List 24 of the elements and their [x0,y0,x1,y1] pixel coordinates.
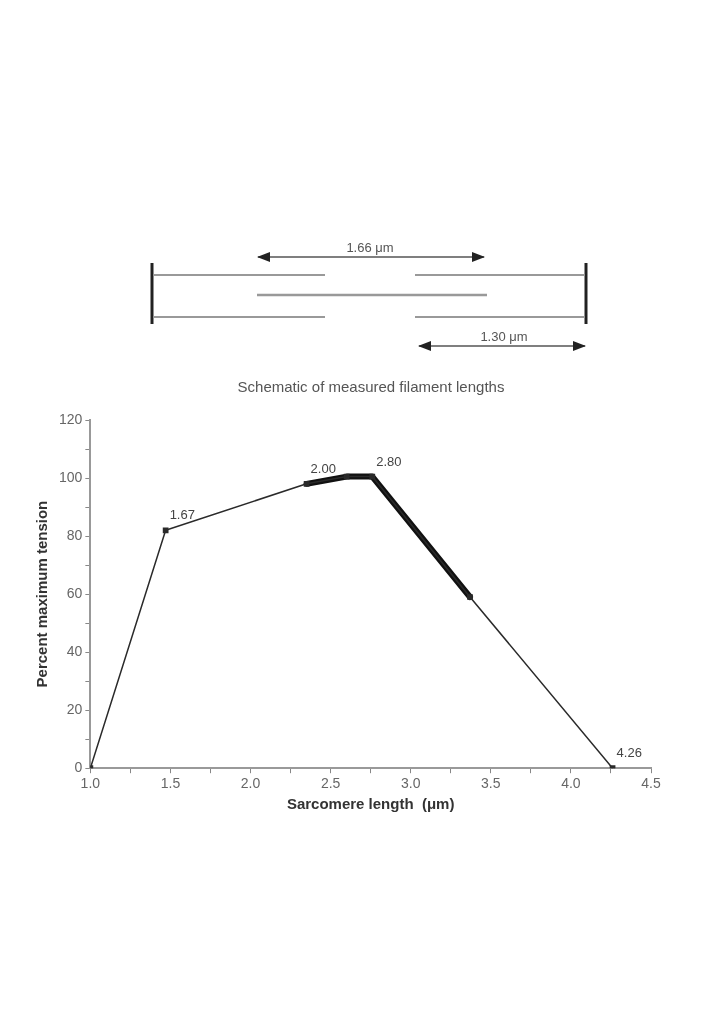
y-tick-label: 100 [59,468,83,485]
x-tick-label: 4.0 [561,775,581,792]
text: 1.66 μm [346,240,394,255]
y-tick-label: 60 [66,584,83,601]
y-tick-label: 80 [66,526,83,543]
text: Schematic of measured filament lengths [237,378,505,395]
annotation: 2.00 [310,460,336,476]
y-tick-label: 40 [66,642,83,659]
annotation: 1.67 [169,507,195,523]
text: 1.30 μm [480,329,528,344]
x-tick-label: 3.5 [481,775,501,792]
x-tick-label: 4.5 [641,775,661,792]
annotation: 2.80 [376,453,402,469]
x-tick-label: 2.0 [240,775,261,792]
y-tick-label: 20 [66,701,83,718]
annotation: 4.26 [616,745,642,761]
y-tick-label: 120 [59,410,83,427]
x-tick-label: 1.0 [80,775,101,792]
x-axis-title: Sarcomere length (μm) [286,795,455,813]
y-tick-label: 0 [74,759,83,776]
y-axis-title: Percent maximum tension [33,500,51,688]
x-tick-label: 1.5 [160,775,181,792]
x-tick-label: 2.5 [320,775,341,792]
x-tick-label: 3.0 [400,775,421,792]
